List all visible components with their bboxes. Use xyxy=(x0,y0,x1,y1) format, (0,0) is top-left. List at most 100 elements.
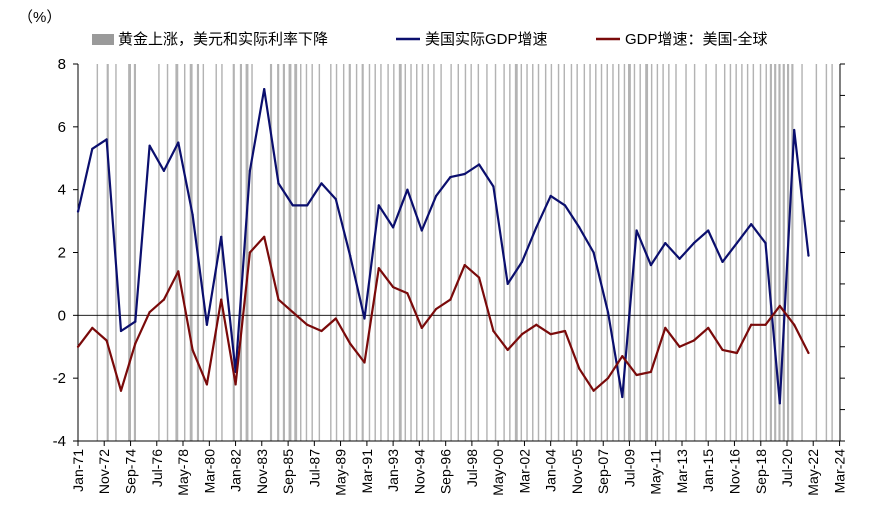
legend-label: 美国实际GDP增速 xyxy=(425,31,548,48)
x-tick-label: May-22 xyxy=(805,449,821,496)
shade-period xyxy=(801,64,803,441)
shade-period xyxy=(769,64,772,441)
shade-period xyxy=(606,64,608,441)
series-0-point xyxy=(635,229,638,232)
series-0-point xyxy=(334,197,337,201)
shade-period xyxy=(477,64,480,441)
shade-period xyxy=(735,64,737,441)
series-0-point xyxy=(764,241,767,245)
series-1-point xyxy=(750,323,753,326)
shade-period xyxy=(550,64,553,441)
y-tick-label: -2 xyxy=(53,370,66,387)
shade-period xyxy=(723,64,726,441)
x-tick-label: Sep-96 xyxy=(438,449,454,494)
shade-period xyxy=(106,64,109,441)
series-0-point xyxy=(449,176,452,179)
x-tick-label: May-78 xyxy=(175,449,191,496)
shade-period xyxy=(300,64,302,441)
series-0-point xyxy=(76,210,80,213)
shade-period xyxy=(544,64,547,441)
series-0-point xyxy=(664,241,667,245)
shade-period xyxy=(668,64,670,441)
shade-period xyxy=(623,64,626,441)
series-0-point xyxy=(463,172,466,176)
shade-period xyxy=(215,64,217,441)
series-0-point xyxy=(735,241,738,245)
x-tick-label: Jan-04 xyxy=(543,449,559,492)
x-tick-label: Nov-72 xyxy=(96,449,112,494)
series-0-point xyxy=(477,163,481,166)
series-1-point xyxy=(807,351,810,355)
shade-period xyxy=(782,64,785,441)
x-tick-label: Nov-94 xyxy=(411,449,427,494)
series-1-point xyxy=(692,339,696,342)
shade-period xyxy=(410,64,412,441)
series-1-point xyxy=(162,298,166,301)
series-1-point xyxy=(635,373,638,377)
shade-period xyxy=(815,64,818,441)
shade-period xyxy=(387,64,389,441)
shade-period xyxy=(778,64,781,441)
shade-period xyxy=(656,64,659,441)
shade-period xyxy=(189,64,193,441)
unit-label: （%） xyxy=(18,9,61,26)
shade-period xyxy=(486,64,488,441)
series-0-point xyxy=(549,194,552,198)
series-0-point xyxy=(535,226,538,229)
shade-period xyxy=(752,64,755,441)
shade-period xyxy=(96,64,99,441)
shade-period xyxy=(570,64,573,441)
series-1-point xyxy=(234,383,237,386)
shade-period xyxy=(470,64,472,441)
shade-period xyxy=(741,64,743,441)
series-1-point xyxy=(420,326,423,329)
shade-period xyxy=(427,64,429,441)
shade-period xyxy=(662,64,664,441)
shade-period xyxy=(532,64,534,441)
legend-shade-swatch xyxy=(92,34,114,45)
x-tick-label: Mar-24 xyxy=(832,449,848,494)
series-1-point xyxy=(678,345,681,348)
series-0-point xyxy=(578,226,581,229)
x-tick-label: Jul-98 xyxy=(464,449,480,487)
series-0-point xyxy=(320,182,323,185)
series-0-point xyxy=(377,204,380,207)
series-0-point xyxy=(119,329,123,333)
series-0-point xyxy=(506,282,509,286)
x-tick-label: Jul-76 xyxy=(149,449,165,487)
series-1-point xyxy=(649,370,653,373)
x-tick-label: Jul-20 xyxy=(779,449,795,487)
shade-period xyxy=(600,64,603,441)
series-0-point xyxy=(592,251,595,254)
y-tick-label: -4 xyxy=(53,433,66,450)
series-0-point xyxy=(492,185,495,188)
shade-period xyxy=(628,64,631,441)
series-1-point xyxy=(148,311,151,314)
series-1-point xyxy=(621,355,624,358)
series-1-point xyxy=(477,276,481,279)
shade-period xyxy=(650,64,653,441)
series-0-point xyxy=(406,188,409,191)
series-1-point xyxy=(606,377,610,380)
series-1-point xyxy=(91,326,94,329)
shade-period xyxy=(440,64,442,441)
legend-label: 黄金上涨，美元和实际利率下降 xyxy=(118,31,328,48)
shade-period xyxy=(825,64,828,441)
y-tick-label: 2 xyxy=(58,245,66,262)
shade-period xyxy=(433,64,435,441)
shade-period xyxy=(715,64,717,441)
series-0-point xyxy=(392,226,395,229)
series-1-point xyxy=(291,311,294,314)
y-tick-label: 0 xyxy=(58,307,66,324)
series-0-point xyxy=(692,241,696,245)
series-1-point xyxy=(220,298,223,301)
x-tick-label: Nov-16 xyxy=(726,449,742,494)
series-0-point xyxy=(721,260,724,264)
shade-period xyxy=(617,64,620,441)
x-tick-label: Mar-02 xyxy=(516,449,532,494)
shade-period xyxy=(398,64,402,441)
series-0-point xyxy=(105,138,108,141)
series-1-point xyxy=(76,345,80,348)
